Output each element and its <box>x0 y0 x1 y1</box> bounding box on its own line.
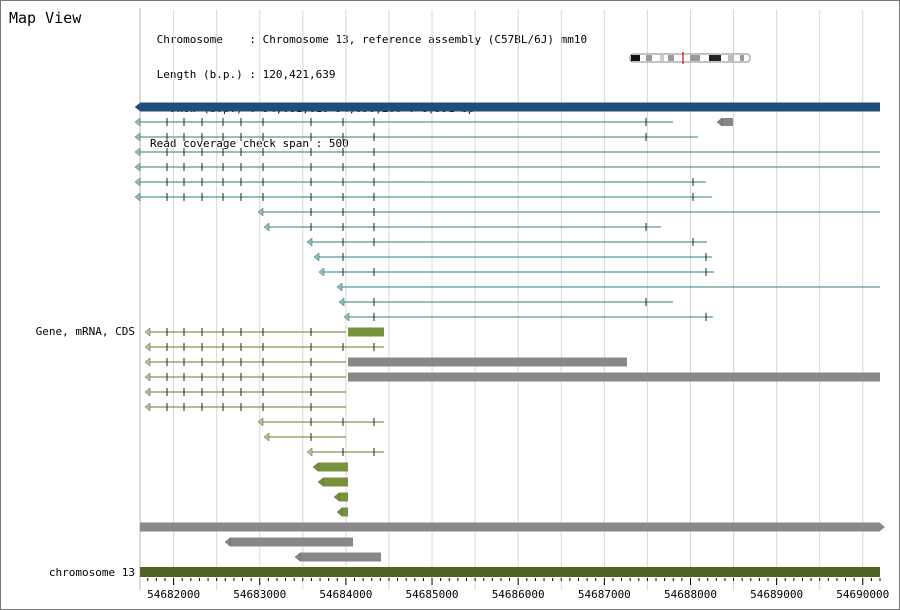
cds-fragment[interactable] <box>342 507 348 517</box>
cds-row-start-arrow <box>144 357 151 367</box>
noncoding-segment-start-arrow <box>224 537 231 547</box>
noncoding-span-bar[interactable] <box>140 522 880 532</box>
mrna-row-start-arrow <box>343 312 350 322</box>
chromosome-track-label: chromosome 13 <box>48 566 135 579</box>
cds-row-start-arrow <box>144 327 151 337</box>
axis-tick-label: 54685000 <box>406 588 459 601</box>
ideogram-band <box>646 55 652 61</box>
cds-row-start-arrow <box>144 342 151 352</box>
mrna-row-start-arrow <box>134 192 141 202</box>
coverage-value: 500 <box>328 136 349 150</box>
mrna-row-start-arrow <box>313 252 320 262</box>
axis-tick-label: 54686000 <box>492 588 545 601</box>
ideogram-band <box>668 55 674 61</box>
noncoding-segment-start-arrow <box>294 552 301 562</box>
cds-feature-box[interactable] <box>348 372 880 382</box>
axis-tick-label: 54687000 <box>578 588 631 601</box>
map-view-title: Map View <box>9 9 82 27</box>
cds-fragment-start-arrow <box>336 507 343 517</box>
noncoding-span-end-arrow <box>880 523 885 531</box>
mrna-row-start-arrow <box>336 282 343 292</box>
mrna-row-start-arrow <box>134 177 141 187</box>
cds-row-start-arrow <box>144 387 151 397</box>
mrna-row-start-arrow <box>134 162 141 172</box>
cds-row-start-arrow <box>144 372 151 382</box>
mrna-row-start-arrow <box>306 237 313 247</box>
ideogram-band <box>728 55 734 61</box>
feature-tracks <box>134 102 885 577</box>
grid-lines <box>139 8 864 590</box>
axis-tick-label: 54689000 <box>750 588 803 601</box>
axis-tick-label: 54682000 <box>147 588 200 601</box>
axis-tick-label: 54690000 <box>836 588 889 601</box>
cds-fragment-start-arrow <box>317 477 324 487</box>
mrna-row-start-arrow <box>134 147 141 157</box>
mrna-row-start-arrow <box>257 207 264 217</box>
mrna-row-start-arrow <box>338 297 345 307</box>
noncoding-segment[interactable] <box>300 552 381 562</box>
cds-row-start-arrow <box>144 402 151 412</box>
chromosome-bar[interactable] <box>140 567 880 577</box>
ideogram-band <box>690 55 700 61</box>
mrna-row-start-arrow <box>263 222 270 232</box>
cds-fragment-start-arrow <box>333 492 340 502</box>
ideogram-band <box>631 55 640 61</box>
mrna-row-start-arrow <box>134 117 141 127</box>
cds-row-start-arrow <box>257 417 264 427</box>
chromosome-key: Chromosome <box>156 33 223 46</box>
noncoding-fragment[interactable] <box>722 118 733 126</box>
noncoding-fragment-start-arrow <box>716 117 723 127</box>
cds-feature-box[interactable] <box>348 327 384 337</box>
cds-fragment[interactable] <box>318 462 348 472</box>
length-line: Length (b.p.) : 120,421,639 <box>156 67 336 81</box>
mrna-row-start-arrow <box>134 132 141 142</box>
cds-row-start-arrow <box>306 447 313 457</box>
cds-fragment[interactable] <box>323 477 348 487</box>
cds-feature-box[interactable] <box>348 357 627 367</box>
chromosome-ideogram[interactable] <box>629 52 751 64</box>
axis-tick-label: 54684000 <box>319 588 372 601</box>
gene-mrna-cds-track-label: Gene, mRNA, CDS <box>35 325 135 338</box>
length-value: 120,421,639 <box>262 67 336 81</box>
ideogram-band <box>740 55 744 61</box>
noncoding-segment[interactable] <box>230 537 353 547</box>
cds-row-start-arrow <box>263 432 270 442</box>
ideogram-band <box>660 55 664 61</box>
gene-bar[interactable] <box>140 102 880 112</box>
length-key: Length (b.p.) <box>156 67 243 81</box>
gene-bar-start-arrow <box>134 102 141 112</box>
ideogram-band <box>709 55 721 61</box>
coordinate-axis: 54682000 54683000 54684000 54685000 54686000… <box>147 578 889 601</box>
cds-fragment[interactable] <box>339 492 348 502</box>
cds-fragment-start-arrow <box>312 462 319 472</box>
axis-tick-label: 54683000 <box>233 588 286 601</box>
mrna-row-start-arrow <box>318 267 325 277</box>
axis-tick-label: 54688000 <box>664 588 717 601</box>
